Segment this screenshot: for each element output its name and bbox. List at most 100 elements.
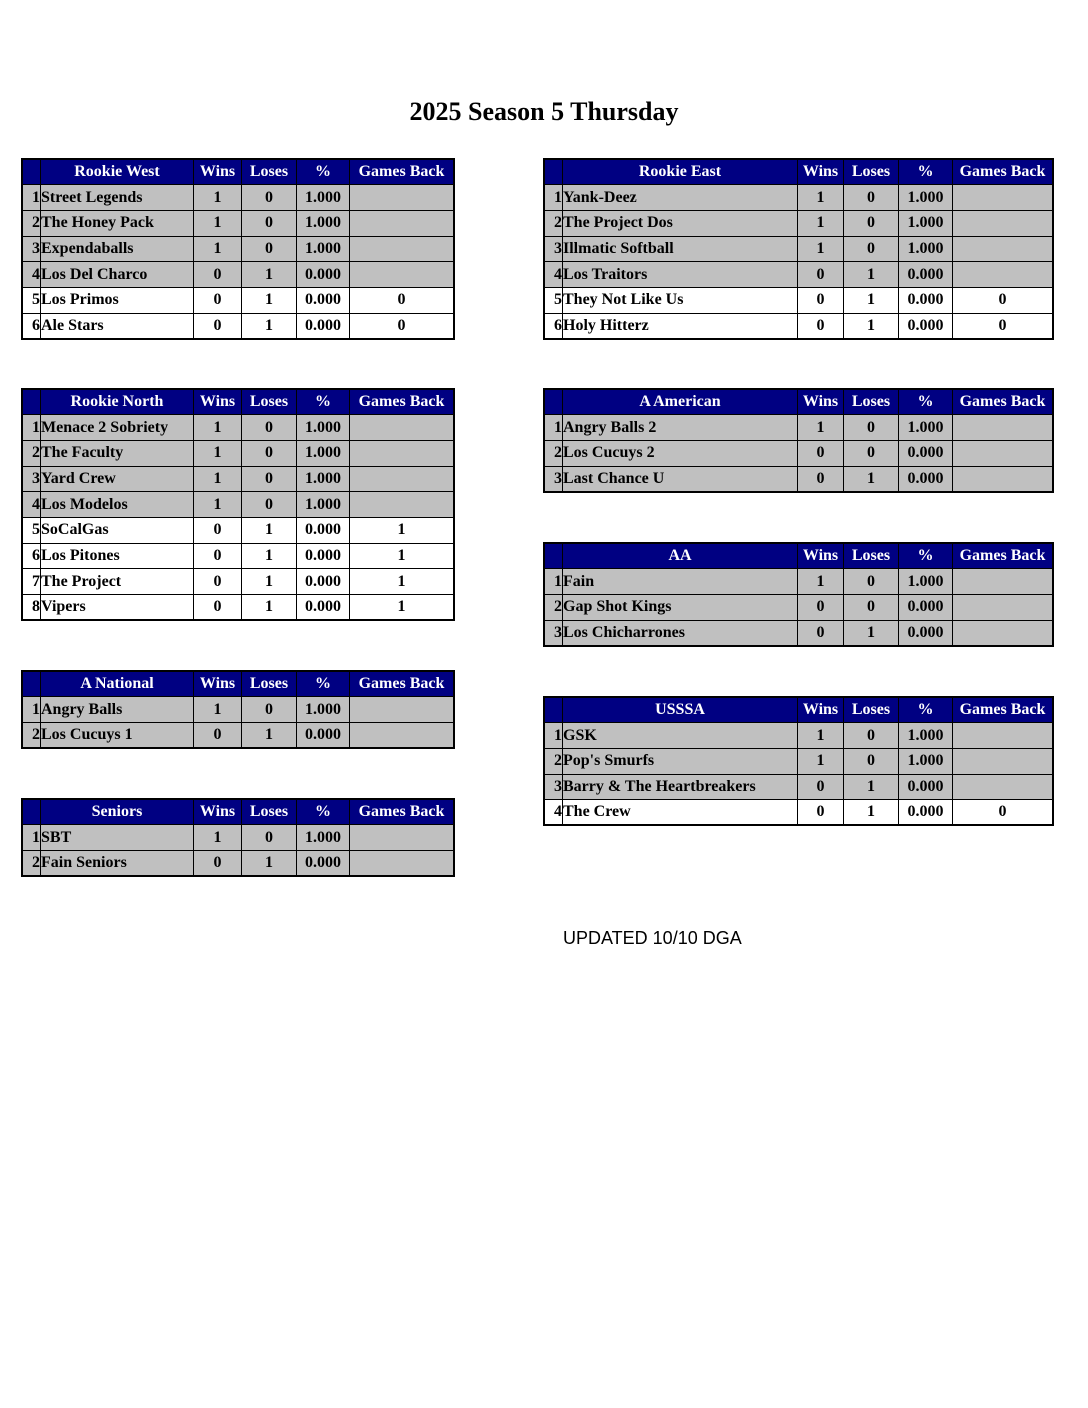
col-header-wins: Wins <box>193 670 242 698</box>
pct-cell: 0.000 <box>898 312 953 340</box>
col-header-loses: Loses <box>843 696 899 724</box>
team-row: 1 Fain 1 0 1.000 <box>543 568 1054 595</box>
team-name-cell: Los Pitones <box>40 542 194 570</box>
pct-cell: 0.000 <box>898 799 953 826</box>
team-row: 3 Yard Crew 1 0 1.000 <box>21 465 455 493</box>
header-corner-cell <box>543 696 563 724</box>
pct-cell: 1.000 <box>296 491 350 518</box>
wins-cell: 0 <box>193 594 242 621</box>
col-header-games-back: Games Back <box>349 388 455 416</box>
rank-cell: 4 <box>21 491 41 518</box>
games-back-cell <box>349 849 455 877</box>
loses-cell: 1 <box>843 312 899 340</box>
team-name-cell: Yard Crew <box>40 465 194 493</box>
team-name-cell: Angry Balls 2 <box>562 414 798 441</box>
loses-cell: 1 <box>843 286 899 314</box>
standings-table: A American Wins Loses% Games Back 1 Angry Bal… <box>543 388 1054 493</box>
loses-cell: 0 <box>843 747 899 775</box>
team-row: 2 Los Cucuys 1 0 1 0.000 <box>21 721 455 749</box>
games-back-cell: 0 <box>952 286 1054 314</box>
rank-cell: 3 <box>543 235 563 263</box>
pct-cell: 1.000 <box>898 722 953 749</box>
team-name-cell: Fain <box>562 568 798 595</box>
header-row: Rookie East Wins Loses% Games Back <box>543 158 1054 186</box>
wins-cell: 1 <box>797 209 844 237</box>
wins-cell: 1 <box>193 209 242 237</box>
pct-cell: 0.000 <box>898 261 953 288</box>
games-back-cell: 1 <box>349 516 455 544</box>
games-back-cell <box>952 568 1054 595</box>
games-back-cell <box>952 209 1054 237</box>
loses-cell: 1 <box>241 849 297 877</box>
games-back-cell <box>952 773 1054 801</box>
loses-cell: 1 <box>241 286 297 314</box>
col-header-pct: % <box>898 388 953 416</box>
col-header-loses: Loses <box>843 158 899 186</box>
team-row: 4 Los Del Charco 0 1 0.000 <box>21 261 455 288</box>
division-title: Rookie North <box>40 388 194 416</box>
standings-table: Rookie East Wins Loses% Games Back 1 Yank-Dee… <box>543 158 1054 340</box>
standings-table: Rookie North Wins Loses% Games Back 1 Menace … <box>21 388 455 622</box>
wins-cell: 0 <box>193 568 242 595</box>
wins-cell: 0 <box>797 286 844 314</box>
games-back-cell <box>952 439 1054 467</box>
rank-cell: 5 <box>21 516 41 544</box>
header-corner-cell <box>21 388 41 416</box>
team-name-cell: Expendaballs <box>40 235 194 263</box>
loses-cell: 1 <box>241 312 297 340</box>
rank-cell: 6 <box>21 312 41 340</box>
team-name-cell: Los Cucuys 2 <box>562 439 798 467</box>
team-row: 1 Angry Balls 1 0 1.000 <box>21 696 455 723</box>
standings-table: AA Wins Loses% Games Back 1 Fain 1 0 1.000 2 Gap S… <box>543 542 1054 647</box>
games-back-cell <box>349 261 455 288</box>
team-name-cell: Barry & The Heartbreakers <box>562 773 798 801</box>
table-aa: AA Wins Loses% Games Back 1 Fain 1 0 1.000 2 Gap S… <box>543 542 1054 647</box>
pct-cell: 0.000 <box>296 721 350 749</box>
loses-cell: 1 <box>241 261 297 288</box>
team-name-cell: Los Modelos <box>40 491 194 518</box>
games-back-cell: 1 <box>349 594 455 621</box>
team-name-cell: The Project Dos <box>562 209 798 237</box>
col-header-loses: Loses <box>843 542 899 570</box>
team-name-cell: Last Chance U <box>562 465 798 493</box>
wins-cell: 1 <box>193 824 242 851</box>
col-header-games-back: Games Back <box>952 696 1054 724</box>
games-back-cell <box>952 722 1054 749</box>
rank-cell: 7 <box>21 568 41 595</box>
col-header-games-back: Games Back <box>952 158 1054 186</box>
games-back-cell: 0 <box>952 799 1054 826</box>
team-name-cell: The Faculty <box>40 439 194 467</box>
page-title: 2025 Season 5 Thursday <box>409 97 679 126</box>
standings-table: USSSA Wins Loses% Games Back 1 GSK 1 0 1.000 2 Pop… <box>543 696 1054 827</box>
table-rookie-west: Rookie West Wins Loses% Games Back 1 Street L… <box>21 158 455 340</box>
team-row: 2 Los Cucuys 2 0 0 0.000 <box>543 439 1054 467</box>
games-back-cell <box>349 209 455 237</box>
team-name-cell: Los Chicharrones <box>562 619 798 647</box>
rank-cell: 2 <box>543 747 563 775</box>
rank-cell: 2 <box>21 439 41 467</box>
games-back-cell <box>349 721 455 749</box>
col-header-pct: % <box>898 542 953 570</box>
games-back-cell <box>349 235 455 263</box>
table-a-national: A National Wins Loses% Games Back 1 Angry Bal… <box>21 670 455 750</box>
team-name-cell: The Honey Pack <box>40 209 194 237</box>
rank-cell: 3 <box>21 235 41 263</box>
loses-cell: 0 <box>241 491 297 518</box>
wins-cell: 0 <box>193 261 242 288</box>
rank-cell: 2 <box>21 209 41 237</box>
team-row: 1 Angry Balls 2 1 0 1.000 <box>543 414 1054 441</box>
loses-cell: 0 <box>241 696 297 723</box>
col-header-wins: Wins <box>193 798 242 826</box>
team-row: 6 Ale Stars 0 1 0.000 0 <box>21 312 455 340</box>
rank-cell: 2 <box>543 593 563 621</box>
rank-cell: 1 <box>543 184 563 211</box>
pct-cell: 0.000 <box>296 261 350 288</box>
pct-cell: 0.000 <box>296 312 350 340</box>
pct-cell: 1.000 <box>296 696 350 723</box>
team-row: 2 The Faculty 1 0 1.000 <box>21 439 455 467</box>
header-row: Rookie West Wins Loses% Games Back <box>21 158 455 186</box>
loses-cell: 0 <box>241 414 297 441</box>
table-rookie-east: Rookie East Wins Loses% Games Back 1 Yank-Dee… <box>543 158 1054 340</box>
header-corner-cell <box>21 670 41 698</box>
games-back-cell <box>952 414 1054 441</box>
